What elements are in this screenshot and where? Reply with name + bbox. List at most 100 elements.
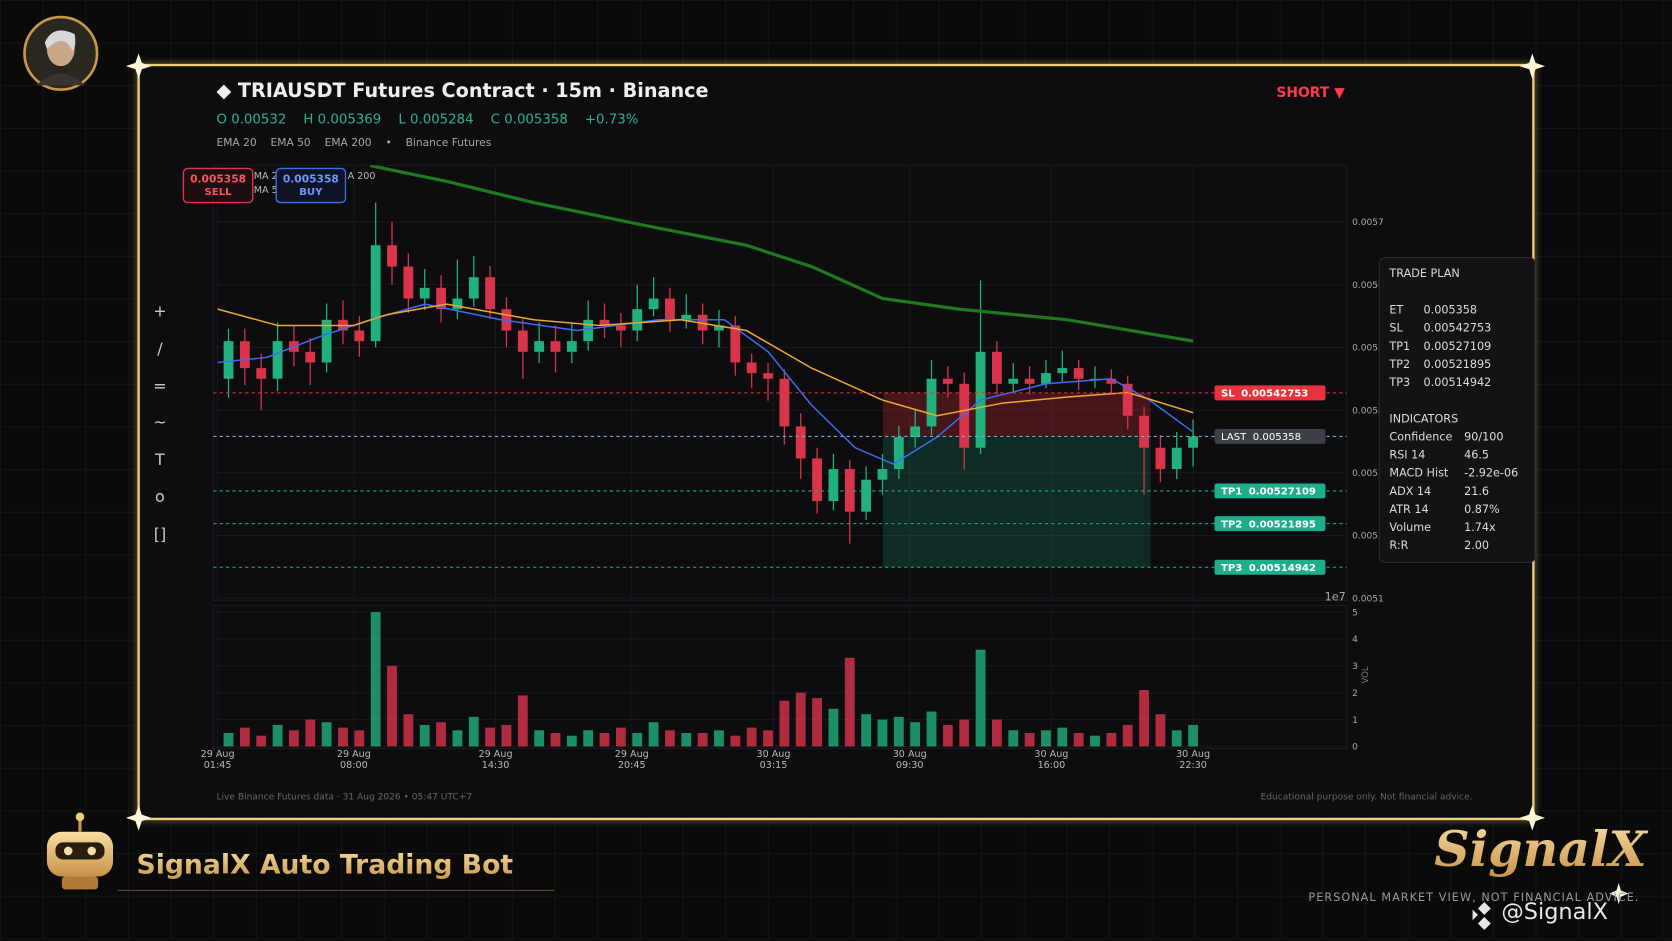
tool-button[interactable]: + xyxy=(153,301,167,321)
tagline: PERSONAL MARKET VIEW, NOT FINANCIAL ADVI… xyxy=(1308,891,1640,905)
volume-bar xyxy=(305,719,316,747)
volume-bar xyxy=(1090,735,1100,747)
handle-icon xyxy=(1472,902,1491,930)
volume-bar xyxy=(550,732,561,747)
tool-button[interactable]: T xyxy=(155,450,165,470)
volume-bar xyxy=(272,724,283,747)
candle-body xyxy=(1122,383,1133,416)
volume-bar xyxy=(485,727,496,747)
candle-body xyxy=(566,341,577,352)
tool-button[interactable]: ~ xyxy=(153,413,167,433)
button-price: 0.005358 xyxy=(190,172,246,185)
spacer xyxy=(1389,392,1524,410)
y-tick-label: 0.0053 xyxy=(1352,469,1384,479)
candle-body xyxy=(681,314,692,320)
tool-button[interactable]: [] xyxy=(153,524,167,544)
level-name: TP1 xyxy=(1221,487,1242,498)
volume-bar xyxy=(714,730,724,747)
x-tick-label: 29 Aug 08:00 xyxy=(336,749,371,771)
candle-body xyxy=(714,325,724,331)
volume-bar xyxy=(665,730,675,747)
candle-body xyxy=(959,383,970,448)
volume-bar xyxy=(1188,724,1198,747)
plan-value: 0.00521895 xyxy=(1423,358,1492,372)
candle-body xyxy=(648,298,659,310)
x-tick-label: 29 Aug 01:45 xyxy=(200,749,235,771)
volume-bar xyxy=(468,716,479,747)
plan-label: TP3 xyxy=(1389,376,1411,390)
candle-body xyxy=(730,325,741,363)
volume-bar xyxy=(959,719,970,747)
tool-button[interactable]: / xyxy=(157,338,163,359)
disclaimer: Educational purpose only. Not financial … xyxy=(1260,792,1473,803)
volume-plot-frame xyxy=(212,605,1348,750)
volume-bar xyxy=(517,695,528,747)
y-tick-label: 0.0052 xyxy=(1352,532,1384,542)
order-button[interactable]: 0.005358 SELL xyxy=(182,167,254,204)
brand-logo: SignalX xyxy=(1434,820,1648,878)
candle-body xyxy=(992,351,1002,384)
quote-item: H 0.005369 xyxy=(303,111,381,127)
quote-item: L 0.005284 xyxy=(398,111,473,127)
volume-bar xyxy=(1041,730,1051,747)
candle-body xyxy=(1171,447,1182,470)
plan-value: 0.00542753 xyxy=(1423,322,1492,335)
overlay-legend-text: MA 2 xyxy=(254,171,278,182)
indicator-value: 1.74x xyxy=(1464,521,1496,535)
quote-change: +0.73% xyxy=(584,110,639,127)
candle-body xyxy=(1139,415,1149,448)
indicator-label: ADX 14 xyxy=(1389,485,1432,498)
candle-body xyxy=(844,469,855,512)
tool-button[interactable]: o xyxy=(155,487,165,507)
ema-line xyxy=(217,303,1194,417)
volume-bar xyxy=(354,730,365,747)
plan-label: TP2 xyxy=(1389,358,1411,372)
button-box xyxy=(275,167,347,204)
data-source: Binance Futures xyxy=(405,137,492,150)
level-value: 0.005358 xyxy=(1253,432,1301,443)
plan-row: SL 0.00542753 xyxy=(1389,320,1524,338)
volume-bar xyxy=(795,692,806,747)
volume-bar xyxy=(1008,730,1019,747)
grid xyxy=(213,165,1347,749)
quote-value: 0.005284 xyxy=(410,110,474,127)
position-side[interactable]: SHORT ▼ xyxy=(1276,85,1345,102)
candle-body xyxy=(223,341,234,379)
indicator-label: ATR 14 xyxy=(1389,503,1429,517)
volume-bar xyxy=(926,711,937,747)
volume-bar xyxy=(256,735,267,747)
candle-body xyxy=(321,319,332,363)
spacer xyxy=(1389,284,1524,302)
plan-value: 0.00527109 xyxy=(1423,340,1492,353)
volume-bar xyxy=(583,730,594,747)
volume-bar xyxy=(746,727,757,747)
offset-label: 1e7 xyxy=(1325,590,1346,603)
volume-bar xyxy=(812,698,822,747)
y-tick-label: 0.0054 xyxy=(1352,406,1384,416)
title-text: TRIAUSDT Futures Contract · 15m · Binanc… xyxy=(237,79,709,103)
legend-entry: EMA 50 xyxy=(270,137,311,150)
candle-body xyxy=(1155,447,1166,470)
candle-body xyxy=(1057,368,1068,374)
status-line: Live Binance Futures data · 31 Aug 2026 … xyxy=(216,792,473,803)
candle-body xyxy=(1008,378,1019,384)
volume-bar xyxy=(1122,724,1133,747)
candle-body xyxy=(256,368,267,379)
candle-body xyxy=(926,378,937,427)
indicator-value: 0.87% xyxy=(1464,503,1500,517)
indicator-value: 90/100 xyxy=(1464,430,1504,444)
order-button[interactable]: 0.005358 BUY xyxy=(275,167,347,204)
plan-label: TP1 xyxy=(1389,340,1411,353)
volume-bar xyxy=(321,722,332,747)
volume-bar xyxy=(1024,732,1035,747)
quote-label: H xyxy=(303,110,314,127)
candle-body xyxy=(599,319,610,326)
candle-body xyxy=(1041,373,1051,384)
plan-label: ET xyxy=(1389,303,1404,317)
tool-button[interactable]: = xyxy=(153,375,167,396)
indicator-label: Volume xyxy=(1389,521,1432,535)
candle-body xyxy=(942,378,953,384)
quote-item: O 0.00532 xyxy=(216,111,286,127)
